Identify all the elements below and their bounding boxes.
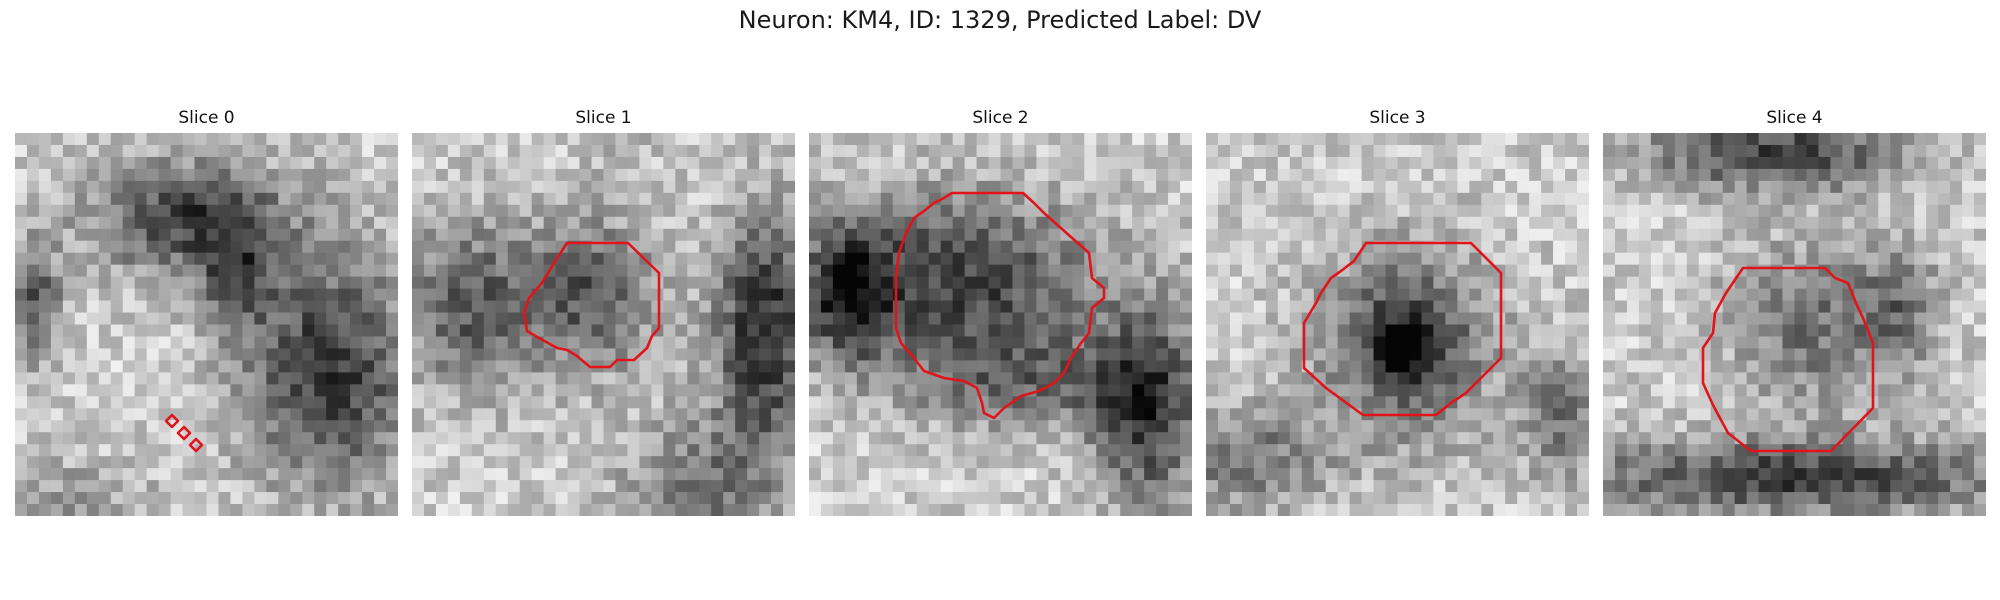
slice-3-title: Slice 3 [1369,108,1426,128]
slice-0-contour [164,413,204,453]
slice-2-contour [894,191,1106,420]
slice-2-title: Slice 2 [972,108,1029,128]
slice-3-image [1206,133,1589,516]
slice-0-canvas [15,133,398,516]
slice-1-contour [522,241,661,369]
slice-2-pixel-grid [809,133,1192,516]
slice-2-image [809,133,1192,516]
slice-2-canvas [809,133,1192,516]
slice-1-image [412,133,795,516]
slice-0-pixel-grid [15,133,398,516]
slice-4-image [1603,133,1986,516]
slice-4-title: Slice 4 [1766,108,1823,128]
slice-1-canvas [412,133,795,516]
slice-1-title: Slice 1 [575,108,632,128]
slice-3-contour [1302,241,1503,417]
slice-1-pixel-grid [412,133,795,516]
slice-0-image [15,133,398,516]
slice-4-canvas [1603,133,1986,516]
slice-0-title: Slice 0 [178,108,235,128]
slice-3-pixel-grid [1206,133,1589,516]
slice-4-pixel-grid [1603,133,1986,516]
figure-title: Neuron: KM4, ID: 1329, Predicted Label: … [738,6,1262,34]
slice-4-contour [1701,266,1875,453]
slice-3-canvas [1206,133,1589,516]
